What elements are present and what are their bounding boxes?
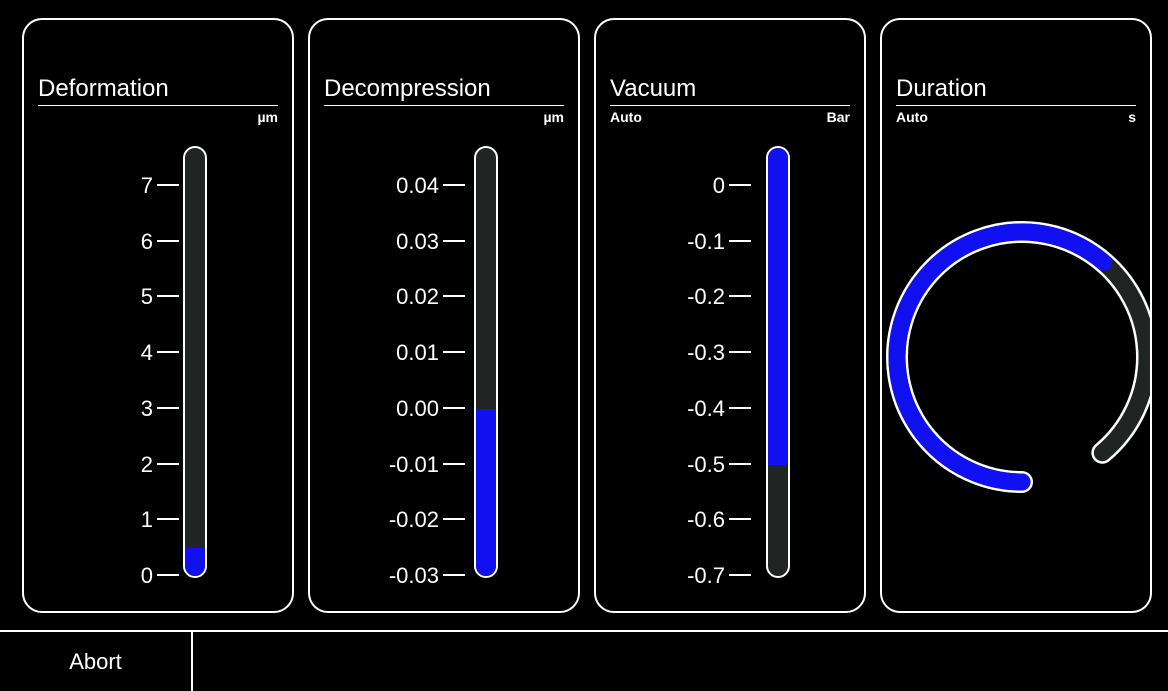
decompression-panel: Decompression µm 0.04 0.03 0.02 0.01 0.0… — [308, 18, 580, 613]
tick: 2 — [24, 453, 179, 477]
tick: 5 — [24, 285, 179, 309]
unit-label: Bar — [826, 109, 850, 125]
duration-panel: Duration Auto s — [880, 18, 1152, 613]
tick: 0.04 — [310, 174, 465, 198]
tick: -0.2 — [596, 285, 751, 309]
title-divider — [324, 105, 564, 106]
tick: -0.1 — [596, 230, 751, 254]
panel-title: Duration — [896, 75, 987, 102]
panel-title: Decompression — [324, 75, 491, 102]
tick: 0 — [24, 564, 179, 588]
title-divider — [610, 105, 850, 106]
unit-label: s — [1128, 109, 1136, 125]
duration-arc-gauge — [886, 221, 1150, 493]
tick: -0.4 — [596, 397, 751, 421]
tick: 0 — [596, 174, 751, 198]
tick: -0.5 — [596, 453, 751, 477]
tick: -0.02 — [310, 508, 465, 532]
tick: 6 — [24, 230, 179, 254]
gauge-scale: 0.04 0.03 0.02 0.01 0.00 -0.01 -0.02 -0.… — [310, 20, 465, 611]
title-divider — [896, 105, 1136, 106]
tick: 3 — [24, 397, 179, 421]
tick: -0.6 — [596, 508, 751, 532]
decompression-gauge — [474, 146, 498, 578]
gauge-fill — [476, 408, 496, 576]
tick: 0.02 — [310, 285, 465, 309]
tick: -0.3 — [596, 341, 751, 365]
title-divider — [38, 105, 278, 106]
tick: -0.01 — [310, 453, 465, 477]
unit-label: µm — [257, 109, 278, 125]
gauge-fill — [185, 548, 205, 576]
tick: 4 — [24, 341, 179, 365]
tick: 0.03 — [310, 230, 465, 254]
abort-button[interactable]: Abort — [0, 632, 193, 691]
deformation-panel: Deformation µm 7 6 5 4 3 2 1 0 — [22, 18, 294, 613]
arc-fill — [888, 223, 1113, 491]
deformation-gauge — [183, 146, 207, 578]
mode-label: Auto — [896, 109, 928, 125]
tick: 0.01 — [310, 341, 465, 365]
vacuum-panel: Vacuum Auto Bar 0 -0.1 -0.2 -0.3 -0.4 -0… — [594, 18, 866, 613]
mode-label: Auto — [610, 109, 642, 125]
tick: 1 — [24, 508, 179, 532]
vacuum-gauge — [766, 146, 790, 578]
gauge-scale: 7 6 5 4 3 2 1 0 — [24, 20, 179, 611]
panel-title: Vacuum — [610, 75, 697, 102]
panel-title: Deformation — [38, 75, 169, 102]
tick: -0.7 — [596, 564, 751, 588]
unit-label: µm — [543, 109, 564, 125]
tick: -0.03 — [310, 564, 465, 588]
gauge-scale: 0 -0.1 -0.2 -0.3 -0.4 -0.5 -0.6 -0.7 — [596, 20, 751, 611]
gauge-fill — [768, 148, 788, 465]
tick: 0.00 — [310, 397, 465, 421]
tick: 7 — [24, 174, 179, 198]
bottom-bar: Abort — [0, 630, 1168, 691]
